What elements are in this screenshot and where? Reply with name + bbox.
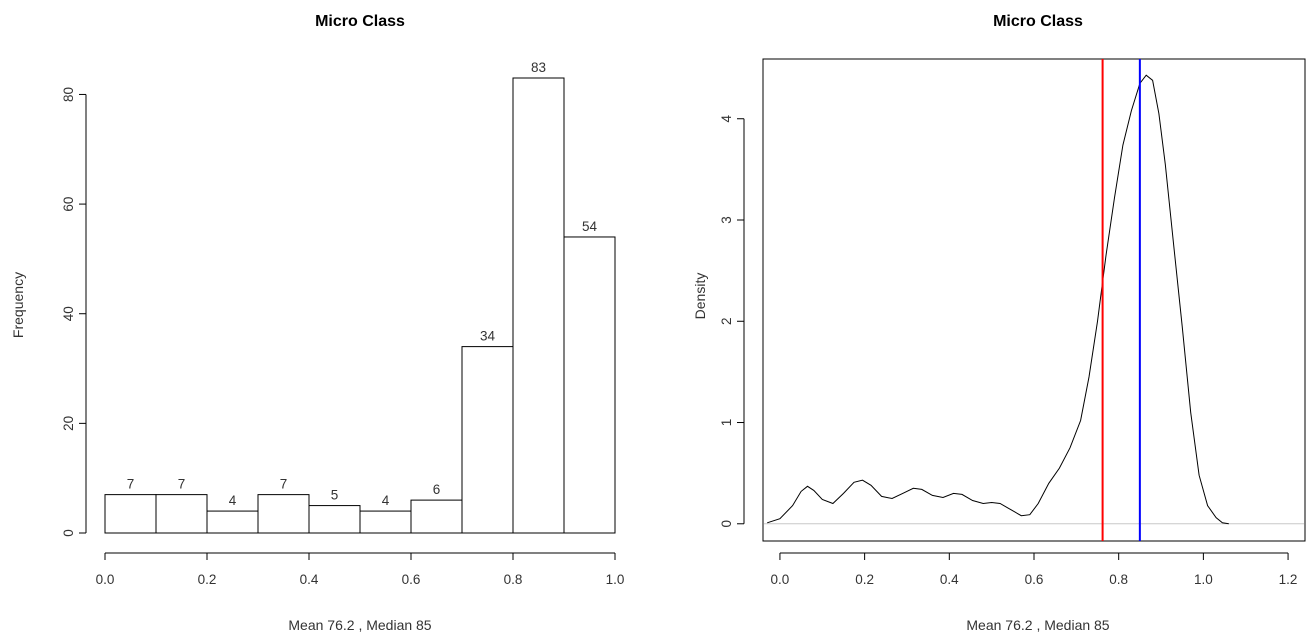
histogram-title: Micro Class [315,13,405,30]
density-x-axis: 0.0 0.2 0.4 0.6 0.8 1.0 1.2 [771,552,1298,587]
histogram-bar [563,236,616,534]
histogram-bar-label: 34 [480,329,496,344]
density-x-tick-label: 0.2 [855,572,874,587]
histogram-bar-label: 7 [178,477,186,492]
histogram-bar-label: 7 [127,477,135,492]
density-x-tick-label: 1.0 [1194,572,1213,587]
histogram-x-tick-label: 0.8 [504,572,523,587]
histogram-y-tick-label: 20 [61,416,76,431]
density-x-tick-label: 0.4 [940,572,959,587]
density-y-tick-label: 2 [719,318,734,326]
density-x-tick-label: 0.8 [1109,572,1128,587]
density-plot-frame [762,58,1306,542]
histogram-x-tick-label: 0.2 [198,572,217,587]
histogram-y-tick-label: 0 [61,529,76,537]
density-y-tick-label: 3 [719,216,734,224]
histogram-x-axis: 0.0 0.2 0.4 0.6 0.8 1.0 [96,552,625,587]
histogram-bar [410,499,463,534]
histogram-bar [104,494,157,534]
histogram-bar [257,494,310,534]
histogram-y-tick-label: 40 [61,306,76,321]
density-x-tick-label: 1.2 [1279,572,1298,587]
density-curve [767,74,1229,525]
histogram-bar [359,510,412,534]
histogram-bar [308,505,361,534]
histogram-x-axis-label: Mean 76.2 , Median 85 [288,617,431,632]
histogram-bars [104,77,616,534]
histogram-bar [155,494,208,534]
histogram-panel: Micro Class Mean 76.2 , Median 85 Freque… [10,13,625,633]
density-panel: Micro Class Mean 76.2 , Median 85 Densit… [692,13,1306,633]
density-y-tick-label: 1 [719,419,734,427]
histogram-bar-label: 5 [331,488,339,503]
histogram-bar-label: 4 [229,493,237,508]
histogram-x-tick-label: 0.0 [96,572,115,587]
histogram-y-axis-label: Frequency [10,272,26,338]
histogram-bar-label: 4 [382,493,390,508]
histogram-bar [512,77,565,534]
histogram-y-tick-label: 80 [61,87,76,102]
density-y-axis: 0 1 2 3 4 [719,115,745,528]
histogram-bar-label: 54 [582,219,598,234]
density-x-axis-label: Mean 76.2 , Median 85 [966,617,1109,632]
histogram-bar [206,510,259,534]
histogram-bar-label: 6 [433,482,441,497]
histogram-bar-label: 7 [280,477,288,492]
density-x-tick-label: 0.0 [771,572,790,587]
histogram-bar [461,346,514,534]
density-x-tick-label: 0.6 [1025,572,1044,587]
density-y-axis-label: Density [692,273,708,320]
histogram-x-tick-label: 0.6 [402,572,421,587]
histogram-x-tick-label: 0.4 [300,572,319,587]
histogram-bar-label: 83 [531,60,546,75]
density-y-tick-label: 4 [719,115,734,123]
histogram-y-axis: 0 20 40 60 80 [61,87,87,537]
histogram-x-tick-label: 1.0 [606,572,625,587]
density-plot-area [764,59,1304,541]
density-y-tick-label: 0 [719,520,734,528]
density-title: Micro Class [993,13,1083,30]
histogram-y-tick-label: 60 [61,197,76,212]
